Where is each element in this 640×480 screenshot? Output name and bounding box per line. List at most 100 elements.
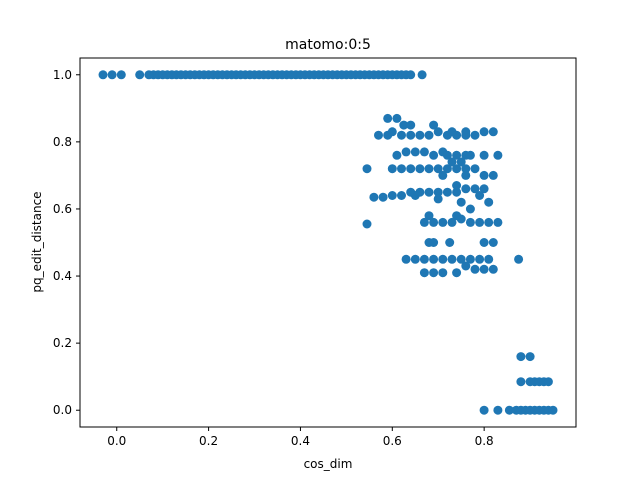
x-tick-label: 0.4 xyxy=(291,434,310,448)
data-point xyxy=(447,127,457,137)
data-point xyxy=(479,150,489,160)
data-point xyxy=(433,187,443,197)
data-point xyxy=(504,405,514,415)
data-point xyxy=(461,170,471,180)
data-point xyxy=(387,191,397,200)
data-point xyxy=(452,268,462,278)
y-axis: 0.0 0.2 0.4 0.6 0.8 1.0 xyxy=(53,68,80,417)
points-layer xyxy=(98,70,558,415)
data-point xyxy=(406,164,416,174)
data-point xyxy=(406,70,416,80)
data-point xyxy=(475,191,485,200)
data-point xyxy=(470,264,480,274)
data-point xyxy=(98,70,108,80)
data-point xyxy=(548,405,558,415)
data-point xyxy=(442,187,452,197)
data-point xyxy=(470,184,480,194)
data-point xyxy=(438,170,448,180)
data-point xyxy=(442,164,452,174)
data-point xyxy=(401,254,411,264)
data-point xyxy=(406,120,416,130)
data-point xyxy=(514,254,524,264)
data-point xyxy=(417,70,427,80)
data-point xyxy=(433,194,443,204)
data-point xyxy=(107,70,117,80)
data-point xyxy=(429,254,439,264)
x-tick-label: 0.2 xyxy=(199,434,218,448)
data-point xyxy=(116,70,126,80)
data-point xyxy=(452,181,462,190)
data-point xyxy=(465,217,475,227)
data-point xyxy=(461,184,471,194)
data-point xyxy=(401,147,411,157)
x-tick-label: 0.6 xyxy=(383,434,402,448)
data-point xyxy=(516,352,526,362)
data-point xyxy=(429,238,439,247)
data-point xyxy=(488,170,498,180)
data-point xyxy=(461,164,471,174)
data-point xyxy=(456,157,466,167)
data-point xyxy=(479,238,489,247)
data-point xyxy=(447,157,457,167)
data-point xyxy=(392,150,402,160)
data-point xyxy=(461,127,471,137)
y-tick-label: 0.4 xyxy=(53,269,72,283)
x-axis-label: cos_dim xyxy=(304,457,353,471)
y-tick-label: 1.0 xyxy=(53,68,72,82)
data-point xyxy=(516,377,526,387)
data-point xyxy=(429,120,439,130)
data-point xyxy=(461,261,471,271)
data-point xyxy=(438,268,448,278)
data-point xyxy=(387,164,397,174)
data-point xyxy=(433,127,443,137)
data-point xyxy=(135,70,145,80)
data-point xyxy=(362,164,372,174)
data-point xyxy=(424,130,434,140)
data-point xyxy=(424,187,434,197)
data-point xyxy=(479,405,489,415)
data-point xyxy=(479,127,489,137)
data-point xyxy=(484,217,494,227)
y-tick-label: 0.8 xyxy=(53,135,72,149)
data-point xyxy=(470,130,480,140)
data-point xyxy=(488,264,498,274)
x-tick-label: 0.8 xyxy=(475,434,494,448)
data-point xyxy=(543,377,553,387)
data-point xyxy=(415,130,425,140)
data-point xyxy=(452,211,462,221)
data-point xyxy=(525,352,535,362)
data-point xyxy=(415,187,425,197)
data-point xyxy=(424,211,434,221)
data-point xyxy=(410,254,420,264)
data-point xyxy=(410,147,420,157)
data-point xyxy=(429,150,439,160)
data-point xyxy=(456,254,466,264)
data-point xyxy=(484,254,494,264)
data-point xyxy=(374,130,383,140)
data-point xyxy=(429,268,439,278)
data-point xyxy=(397,130,406,140)
data-point xyxy=(465,150,475,160)
y-tick-label: 0.0 xyxy=(53,403,72,417)
data-point xyxy=(397,164,406,174)
data-point xyxy=(445,238,455,247)
data-point xyxy=(479,170,489,180)
y-tick-label: 0.6 xyxy=(53,202,72,216)
data-point xyxy=(447,254,457,264)
data-point xyxy=(452,187,462,197)
data-point xyxy=(493,405,503,415)
data-point xyxy=(484,197,494,207)
data-point xyxy=(424,164,434,174)
data-point xyxy=(419,217,429,227)
data-point xyxy=(419,268,429,278)
data-point xyxy=(399,120,409,130)
data-point xyxy=(387,127,397,137)
data-point xyxy=(475,217,485,227)
data-point xyxy=(488,127,498,137)
data-point xyxy=(493,217,503,227)
data-point xyxy=(433,164,443,174)
y-axis-label: pq_edit_distance xyxy=(30,191,44,292)
x-axis: 0.0 0.2 0.4 0.6 0.8 xyxy=(107,427,494,448)
